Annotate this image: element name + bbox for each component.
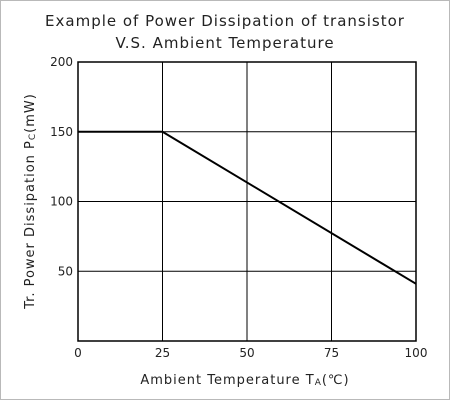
x-axis-label-main: Ambient Temperature T — [140, 373, 314, 388]
x-axis-label: Ambient Temperature TA(℃) — [140, 373, 349, 388]
gridlines — [78, 62, 416, 341]
y-axis-label-main: Tr. Power Dissipation P — [23, 140, 38, 310]
y-tick-label: 100 — [50, 195, 73, 209]
chart-subtitle: V.S. Ambient Temperature — [115, 34, 335, 52]
y-tick-label: 50 — [58, 264, 73, 278]
series-line — [78, 130, 417, 285]
y-axis-label: Tr. Power Dissipation PC(mW) — [23, 93, 38, 310]
x-axis-label-sub: A — [315, 378, 322, 388]
x-tick-label: 0 — [74, 346, 82, 360]
y-axis-label-sub: C — [28, 133, 38, 140]
y-tick-label: 200 — [50, 55, 73, 69]
x-axis-label-unit: (℃) — [322, 373, 350, 388]
plot-area — [77, 61, 417, 342]
chart-title: Example of Power Dissipation of transist… — [45, 12, 405, 30]
y-axis-label-unit: (mW) — [23, 93, 38, 133]
x-tick-label: 25 — [155, 346, 170, 360]
x-tick-label: 75 — [324, 346, 339, 360]
x-tick-label: 100 — [405, 346, 428, 360]
y-tick-label: 150 — [50, 125, 73, 139]
tick-labels: 0 25 50 75 100 50 100 150 200 — [50, 55, 427, 360]
x-tick-label: 50 — [239, 346, 254, 360]
